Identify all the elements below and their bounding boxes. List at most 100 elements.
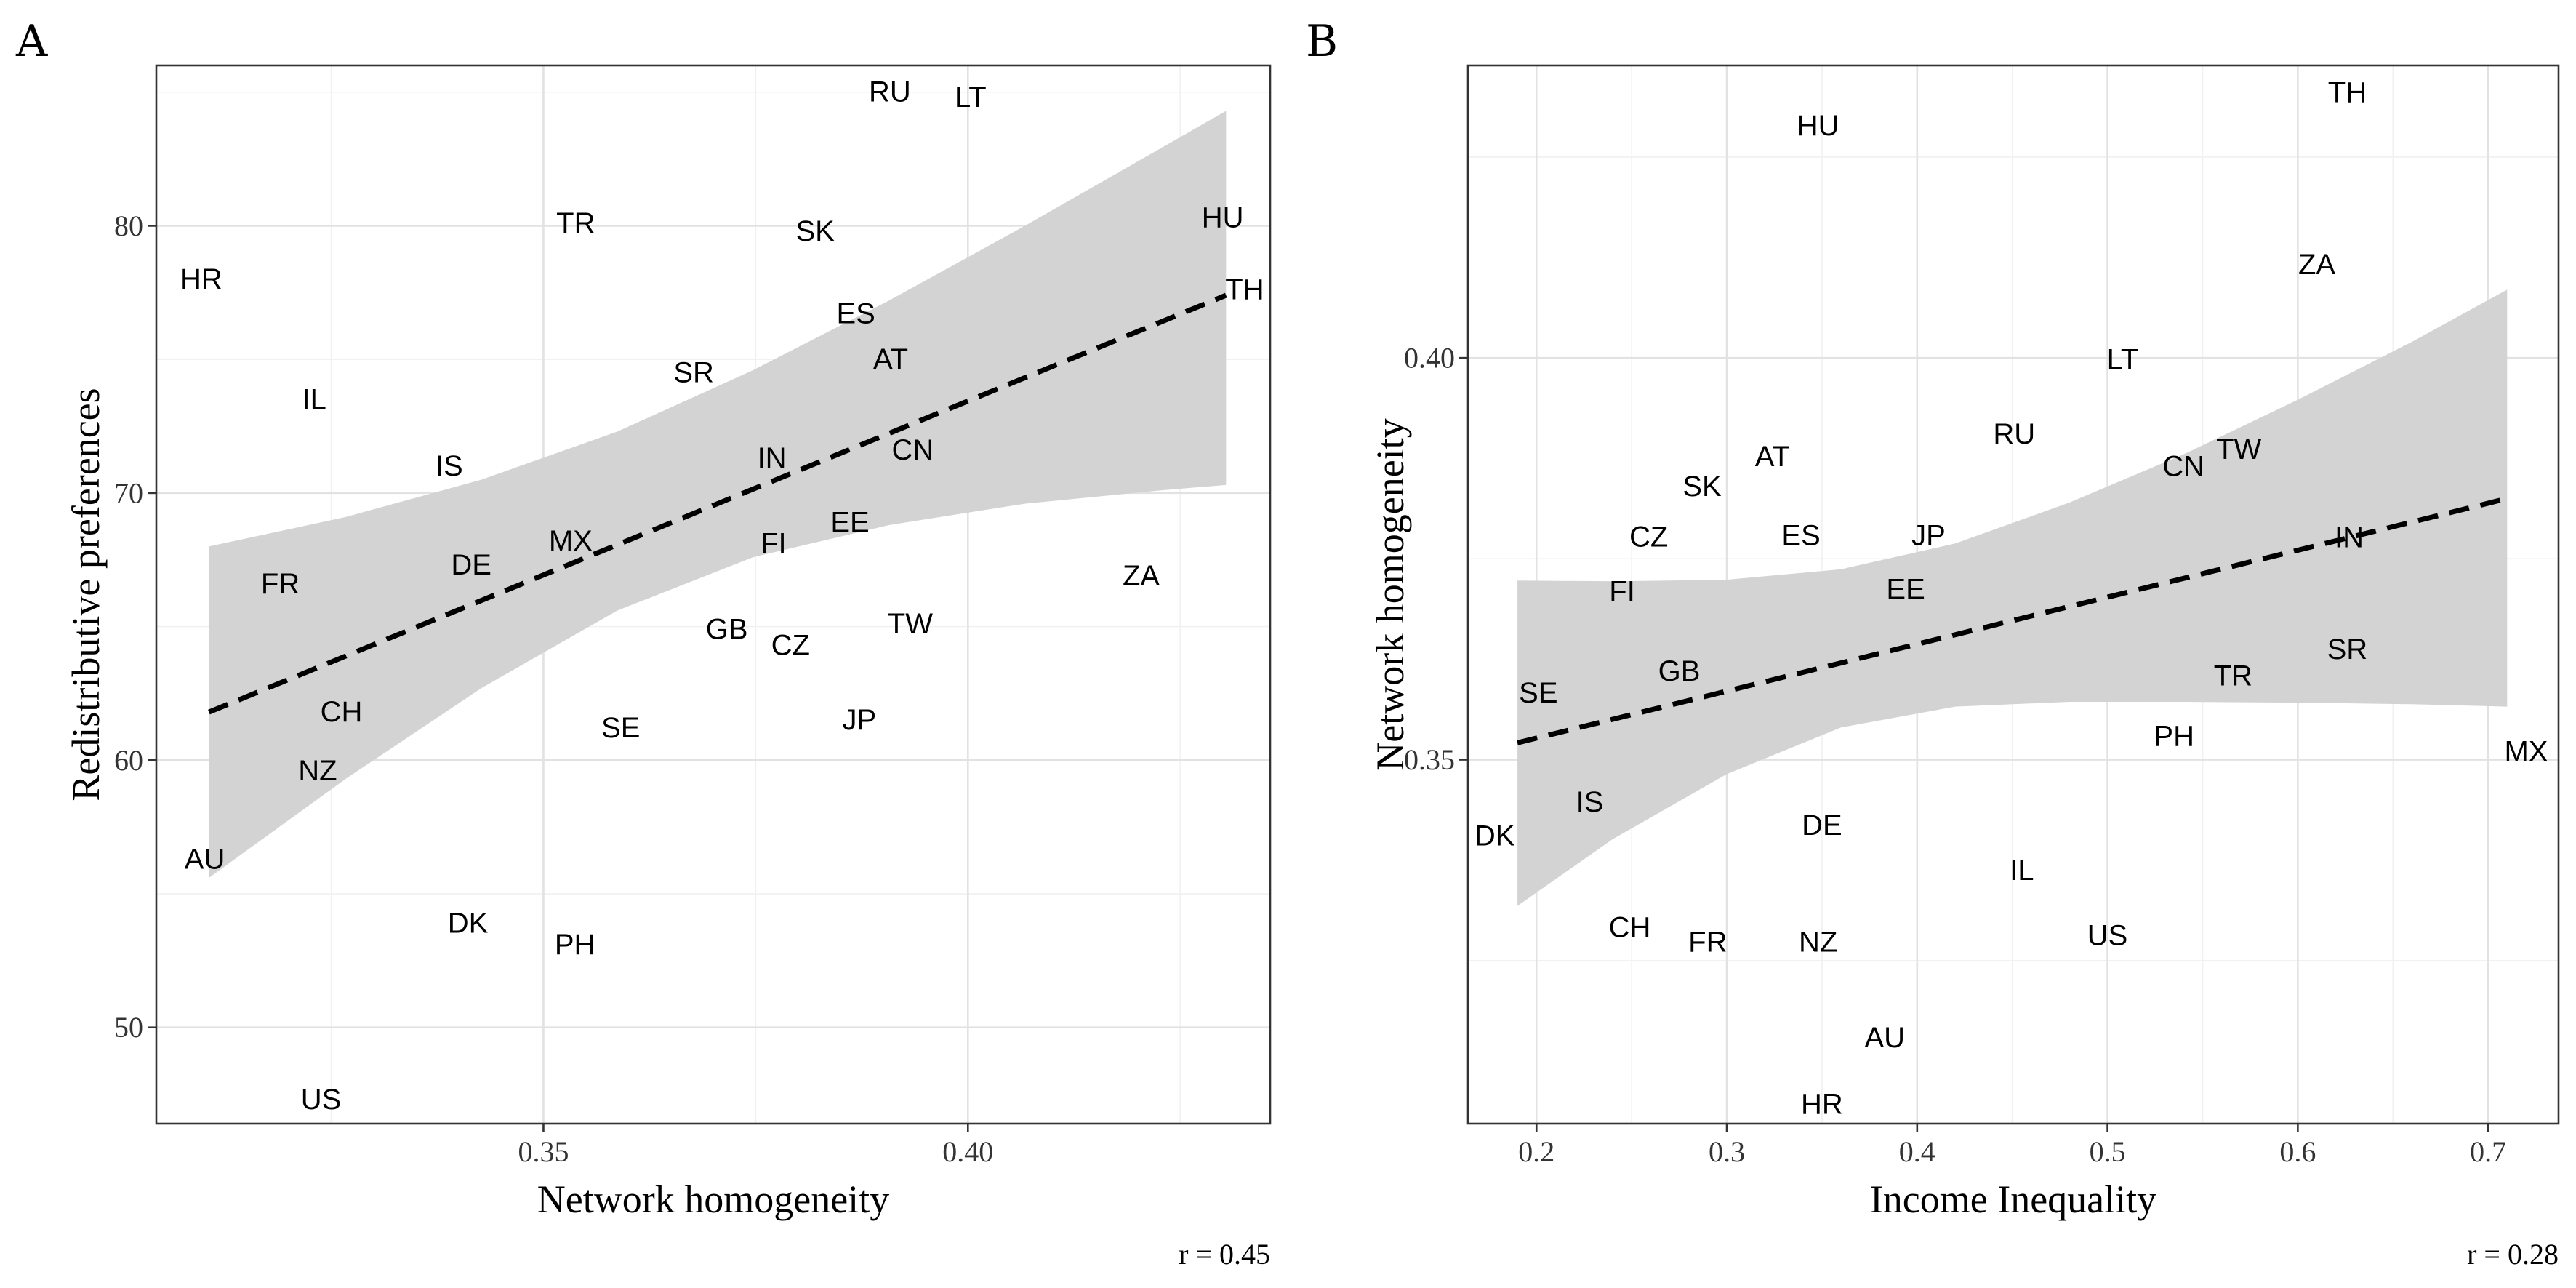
panel-b-point-za: ZA bbox=[2298, 249, 2335, 281]
panel-a-point-nz: NZ bbox=[298, 755, 337, 787]
panel-b-point-ee: EE bbox=[1886, 573, 1925, 605]
panel-b-confidence-band bbox=[1517, 289, 2508, 906]
panel-a-point-hr: HR bbox=[180, 263, 222, 295]
panel-a-point-sr: SR bbox=[673, 357, 714, 389]
panel-b-point-dk: DK bbox=[1474, 820, 1515, 852]
panel-b-fit-line bbox=[1517, 496, 2508, 745]
panel-b-point-fi: FI bbox=[1609, 576, 1635, 608]
panel-a-point-hu: HU bbox=[1202, 201, 1244, 233]
panel-a-point-se: SE bbox=[601, 712, 640, 744]
panel-b-point-th: TH bbox=[2328, 77, 2367, 109]
panel-a-fit-line bbox=[208, 292, 1227, 715]
panel-a-y-tick-label-1: 60 bbox=[114, 744, 143, 777]
panel-b-point-at: AT bbox=[1755, 441, 1790, 473]
panel-a-ticks: 0.35 0.40 50 60 70 80 bbox=[114, 209, 993, 1168]
panel-b-ticks: 0.2 0.3 0.4 0.5 0.6 0.7 0.35 0.40 bbox=[1404, 342, 2506, 1168]
panel-a-point-es: ES bbox=[836, 298, 875, 330]
panel-b-x-tick-label-1: 0.3 bbox=[1709, 1135, 1745, 1168]
panel-a-letter: A bbox=[15, 16, 48, 67]
panel-b-x-tick-label-3: 0.5 bbox=[2090, 1135, 2126, 1168]
panel-b-x-tick-label-5: 0.7 bbox=[2470, 1135, 2506, 1168]
panel-b-point-es: ES bbox=[1781, 519, 1820, 551]
panel-a-point-at: AT bbox=[873, 343, 908, 375]
panel-a-correlation-label: r = 0.45 bbox=[1179, 1238, 1270, 1271]
panel-a-point-us: US bbox=[301, 1084, 342, 1116]
panel-a-point-mx: MX bbox=[549, 525, 593, 557]
panel-a-y-tick-label-3: 80 bbox=[114, 209, 143, 242]
panel-b-point-nz: NZ bbox=[1799, 926, 1837, 958]
panel-b-plot-frame bbox=[1466, 64, 2560, 1125]
panel-b-point-in: IN bbox=[2335, 522, 2364, 554]
panel-b-x-tick-label-0: 0.2 bbox=[1518, 1135, 1554, 1168]
panel-b-point-mx: MX bbox=[2504, 735, 2548, 767]
panel-a-point-au: AU bbox=[185, 843, 225, 875]
panel-a-point-dk: DK bbox=[448, 907, 489, 939]
panel-a-point-fi: FI bbox=[761, 528, 787, 560]
panel-b-letter: B bbox=[1306, 16, 1338, 67]
panel-a-y-tick-label-0: 50 bbox=[114, 1011, 143, 1044]
panel-b-y-tick-label-0: 0.35 bbox=[1404, 743, 1455, 776]
panel-a-point-lt: LT bbox=[955, 81, 987, 113]
panel-a-point-th: TH bbox=[1225, 274, 1264, 306]
panel-b-point-fr: FR bbox=[1688, 926, 1727, 958]
panel-a-point-de: DE bbox=[451, 549, 491, 581]
panel-b-point-sr: SR bbox=[2327, 633, 2368, 665]
panel-a-point-jp: JP bbox=[842, 704, 876, 736]
panel-b-point-lt: LT bbox=[2107, 343, 2139, 375]
panel-b-x-tick-label-2: 0.4 bbox=[1899, 1135, 1935, 1168]
panel-a-point-tw: TW bbox=[888, 608, 933, 640]
panel-a-point-ru: RU bbox=[869, 76, 911, 108]
panel-a-points: HR IL IS TR SR SK RU LT ES AT IN CN EE FI MX DE FR HU TH ZA… bbox=[180, 76, 1264, 1116]
panel-b-x-axis-title: Income Inequality bbox=[1870, 1177, 2156, 1221]
panel-b-point-se: SE bbox=[1519, 677, 1557, 709]
panel-b-correlation-label: r = 0.28 bbox=[2467, 1238, 2559, 1271]
panel-b-point-us: US bbox=[2087, 919, 2128, 951]
panel-a-point-sk: SK bbox=[795, 215, 835, 247]
panel-b-point-hr: HR bbox=[1801, 1088, 1843, 1120]
panel-b-point-cn: CN bbox=[2162, 450, 2204, 482]
panel-a-y-tick-label-2: 70 bbox=[114, 476, 143, 509]
panel-a-x-tick-label-1: 0.40 bbox=[942, 1135, 993, 1168]
panel-b-y-axis-title: Network homogeneity bbox=[1368, 418, 1412, 770]
panel-a-point-cz: CZ bbox=[771, 629, 810, 661]
panel-b-confidence-band-layer bbox=[1517, 289, 2508, 906]
panel-b-points: HU TH ZA LT RU AT SK CN TW CZ ES JP IN FI EE SE GB SR TR PH… bbox=[1474, 77, 2548, 1121]
panel-b-point-ch: CH bbox=[1609, 911, 1651, 943]
panel-b-y-tick-label-1: 0.40 bbox=[1404, 342, 1455, 375]
panel-b-point-gb: GB bbox=[1658, 655, 1701, 687]
panel-b-point-hu: HU bbox=[1797, 110, 1839, 142]
panel-a-fit-line-layer bbox=[208, 292, 1227, 715]
panel-b-point-il: IL bbox=[2010, 855, 2034, 887]
panel-a-point-tr: TR bbox=[556, 207, 595, 239]
panel-b-point-is: IS bbox=[1576, 786, 1604, 818]
panel-a-point-ch: CH bbox=[321, 696, 363, 728]
panel-a: A HR IL IS TR SR SK RU LT ES AT IN CN EE FI MX DE FR HU TH… bbox=[15, 16, 1272, 1271]
panel-b-point-tr: TR bbox=[2214, 660, 2252, 692]
panel-b-x-tick-label-4: 0.6 bbox=[2279, 1135, 2316, 1168]
panel-b-point-cz: CZ bbox=[1629, 521, 1668, 553]
panel-b-point-tw: TW bbox=[2216, 433, 2261, 465]
panel-a-x-tick-label-0: 0.35 bbox=[518, 1135, 569, 1168]
panel-a-point-il: IL bbox=[302, 383, 326, 415]
panel-b-point-ru: RU bbox=[1993, 418, 2035, 450]
panel-a-point-ee: EE bbox=[830, 506, 869, 538]
panel-b: B HU TH ZA LT RU AT SK CN TW CZ ES JP IN FI EE SE GB SR TR… bbox=[1306, 16, 2560, 1271]
panel-b-point-ph: PH bbox=[2154, 720, 2194, 752]
panel-b-point-sk: SK bbox=[1682, 471, 1722, 503]
panel-a-point-cn: CN bbox=[892, 434, 934, 466]
panel-a-point-ph: PH bbox=[555, 929, 595, 961]
panel-b-fit-line-layer bbox=[1517, 496, 2508, 745]
panel-a-x-axis-title: Network homogeneity bbox=[537, 1177, 889, 1221]
panel-a-point-gb: GB bbox=[706, 613, 748, 645]
panel-a-point-za: ZA bbox=[1123, 560, 1160, 592]
panel-a-y-axis-title: Redistributive preferences bbox=[64, 388, 108, 801]
panel-b-point-de: DE bbox=[1802, 809, 1842, 841]
panel-a-confidence-band-layer bbox=[209, 111, 1227, 878]
panel-a-point-in: IN bbox=[758, 442, 787, 474]
panel-a-point-fr: FR bbox=[261, 568, 300, 600]
panel-a-plot-frame bbox=[155, 64, 1272, 1125]
panel-a-confidence-band bbox=[209, 111, 1227, 878]
panel-a-point-is: IS bbox=[436, 450, 463, 482]
panel-b-point-au: AU bbox=[1865, 1022, 1906, 1054]
